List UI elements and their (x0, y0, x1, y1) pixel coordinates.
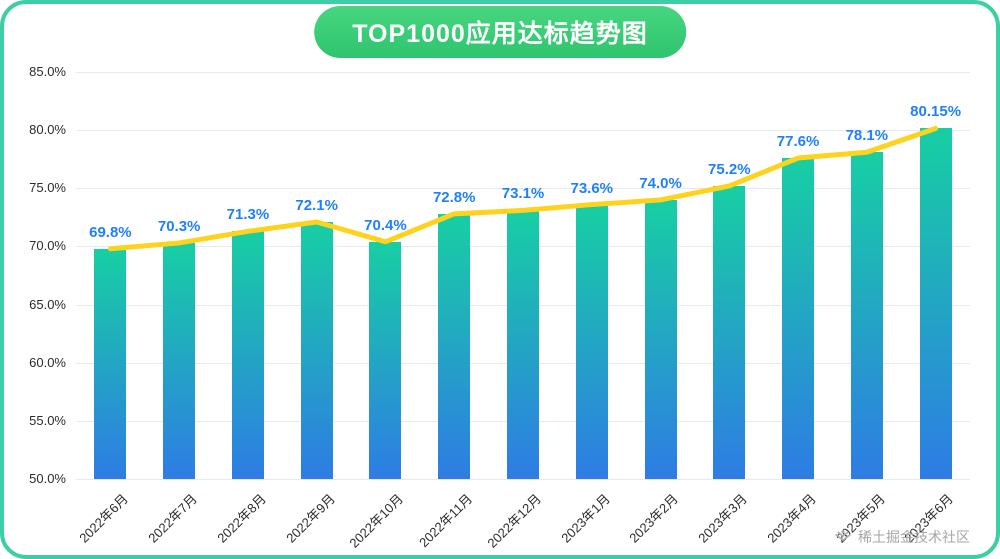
bar (94, 248, 127, 479)
x-axis-label: 2022年6月 (76, 491, 132, 546)
bar (300, 222, 333, 479)
bar (438, 213, 471, 479)
watermark: 稀土掘金技术社区 (834, 527, 970, 547)
bar (575, 204, 608, 479)
bar (163, 242, 196, 479)
bar (713, 185, 746, 479)
y-axis-label: 55.0% (29, 412, 66, 428)
grid-line (76, 130, 970, 132)
y-axis-label: 60.0% (29, 354, 66, 370)
bar (850, 152, 883, 479)
x-axis-label: 2023年4月 (764, 491, 819, 546)
grid-line (76, 72, 970, 73)
chart-plot-area: 85.0% 80.0% 75.0% 70.0% 65.0% 60.0% 55.0% 50.0%… (4, 4, 996, 555)
x-axis-label: 2022年12月 (484, 491, 544, 551)
bar (919, 128, 952, 479)
bar (782, 158, 815, 479)
bar (644, 199, 677, 479)
y-axis-label: 75.0% (29, 180, 66, 196)
juejin-logo-icon (834, 530, 852, 542)
watermark-text: 稀土掘金技术社区 (858, 529, 970, 545)
bar (369, 241, 402, 479)
x-axis-label: 2023年3月 (695, 491, 751, 546)
x-axis-label: 2022年9月 (282, 491, 338, 546)
y-axis-label: 85.0% (29, 64, 66, 79)
bar (507, 210, 539, 479)
grid-line (76, 188, 970, 190)
y-axis-label: 70.0% (29, 238, 66, 254)
grid-line (76, 479, 970, 480)
bar (231, 231, 264, 479)
x-axis-label: 2023年1月 (557, 491, 613, 546)
y-axis-label: 65.0% (29, 296, 66, 312)
x-axis-label: 2022年7月 (145, 491, 200, 546)
x-axis-label: 2022年10月 (346, 491, 407, 551)
x-axis-label: 2022年8月 (214, 491, 269, 546)
y-axis-label: 50.0% (29, 471, 66, 486)
y-axis-label: 80.0% (29, 122, 66, 138)
x-axis-label: 2022年11月 (415, 491, 475, 551)
x-axis-label: 2023年2月 (626, 491, 682, 546)
chart-title: TOP1000应用达标趋势图 (314, 6, 686, 58)
